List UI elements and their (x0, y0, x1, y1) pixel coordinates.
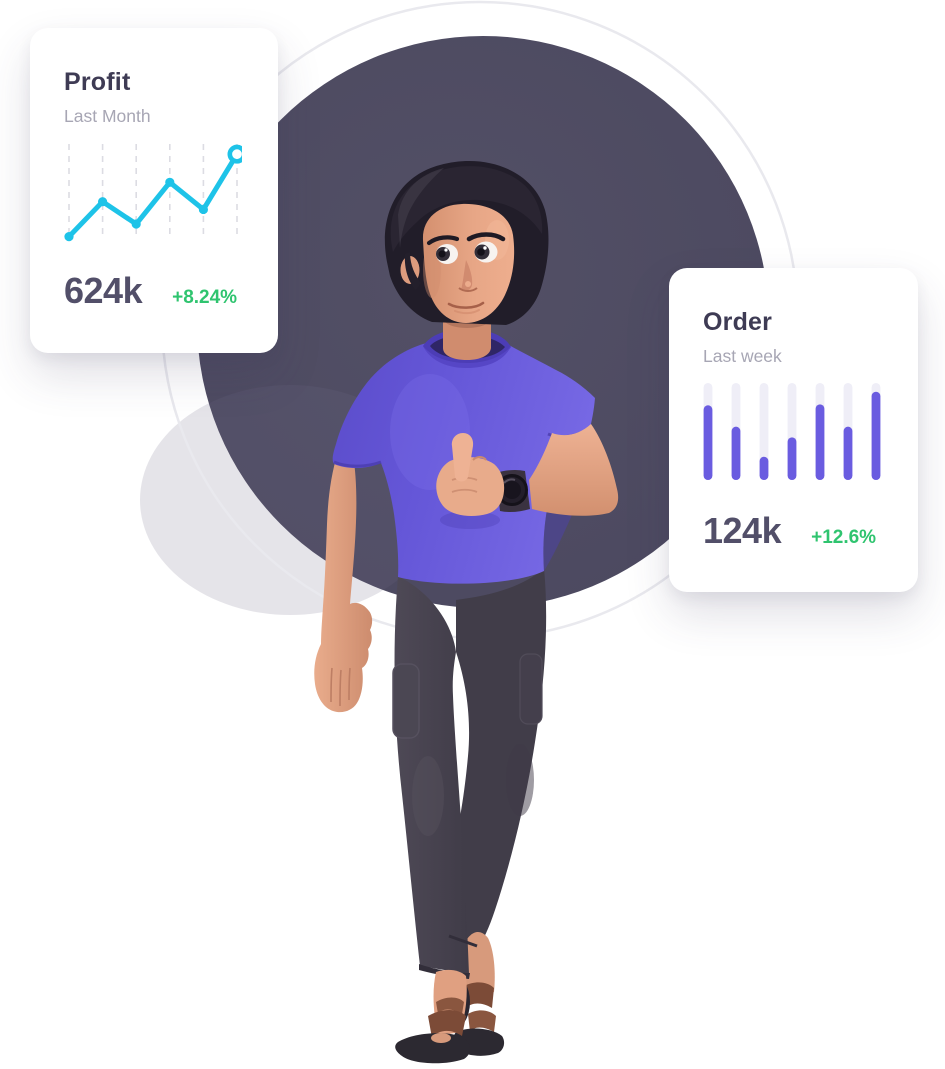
profit-card-title: Profit (64, 68, 131, 96)
man-nose (458, 260, 478, 292)
bar-fill (759, 456, 769, 480)
man-thumbs-up-hand (436, 433, 505, 516)
line-chart-point (131, 219, 141, 229)
bar-fill (871, 391, 881, 480)
bar-fill (815, 404, 825, 480)
bar-fill (787, 437, 797, 480)
bar-fill (703, 405, 713, 480)
order-card: Order Last week 124k +12.6% (669, 268, 918, 592)
man-hair-front (390, 166, 543, 252)
line-chart-point (198, 204, 208, 214)
profit-value: 624k (64, 269, 143, 311)
line-chart-series (66, 151, 240, 239)
order-delta: +12.6% (811, 526, 877, 548)
man-right-arm (314, 451, 373, 713)
order-value: 124k (703, 509, 782, 551)
man-left-eye (436, 244, 458, 264)
man-illustration (314, 161, 619, 1064)
line-chart-end-ring (227, 144, 242, 164)
order-bar-chart (703, 382, 881, 480)
line-chart-point (64, 231, 74, 242)
bar-fill (843, 426, 853, 480)
line-chart-point (98, 196, 108, 207)
order-card-stats: 124k +12.6% (703, 510, 884, 552)
order-card-title: Order (703, 308, 773, 336)
man-left-arm (436, 424, 619, 516)
man-right-brow (466, 232, 506, 242)
bar-fill (731, 426, 741, 480)
profit-line-chart (64, 143, 242, 242)
man-pants (392, 568, 547, 1064)
man-mouth (447, 301, 485, 315)
profit-card-stats: 624k +8.24% (64, 270, 244, 312)
man-shirt (332, 320, 595, 584)
profit-delta: +8.24% (172, 286, 238, 308)
profit-card: Profit Last Month 624k +8.24% (30, 28, 278, 353)
man-right-eye (474, 241, 498, 263)
bar-track (759, 382, 769, 480)
line-chart-point (165, 177, 175, 187)
profit-card-subtitle: Last Month (64, 105, 151, 126)
man-front-sandal (395, 969, 470, 1064)
man-head (384, 161, 549, 325)
man-left-brow (426, 235, 460, 246)
wrist-watch-icon (496, 469, 530, 513)
order-card-subtitle: Last week (703, 345, 782, 366)
